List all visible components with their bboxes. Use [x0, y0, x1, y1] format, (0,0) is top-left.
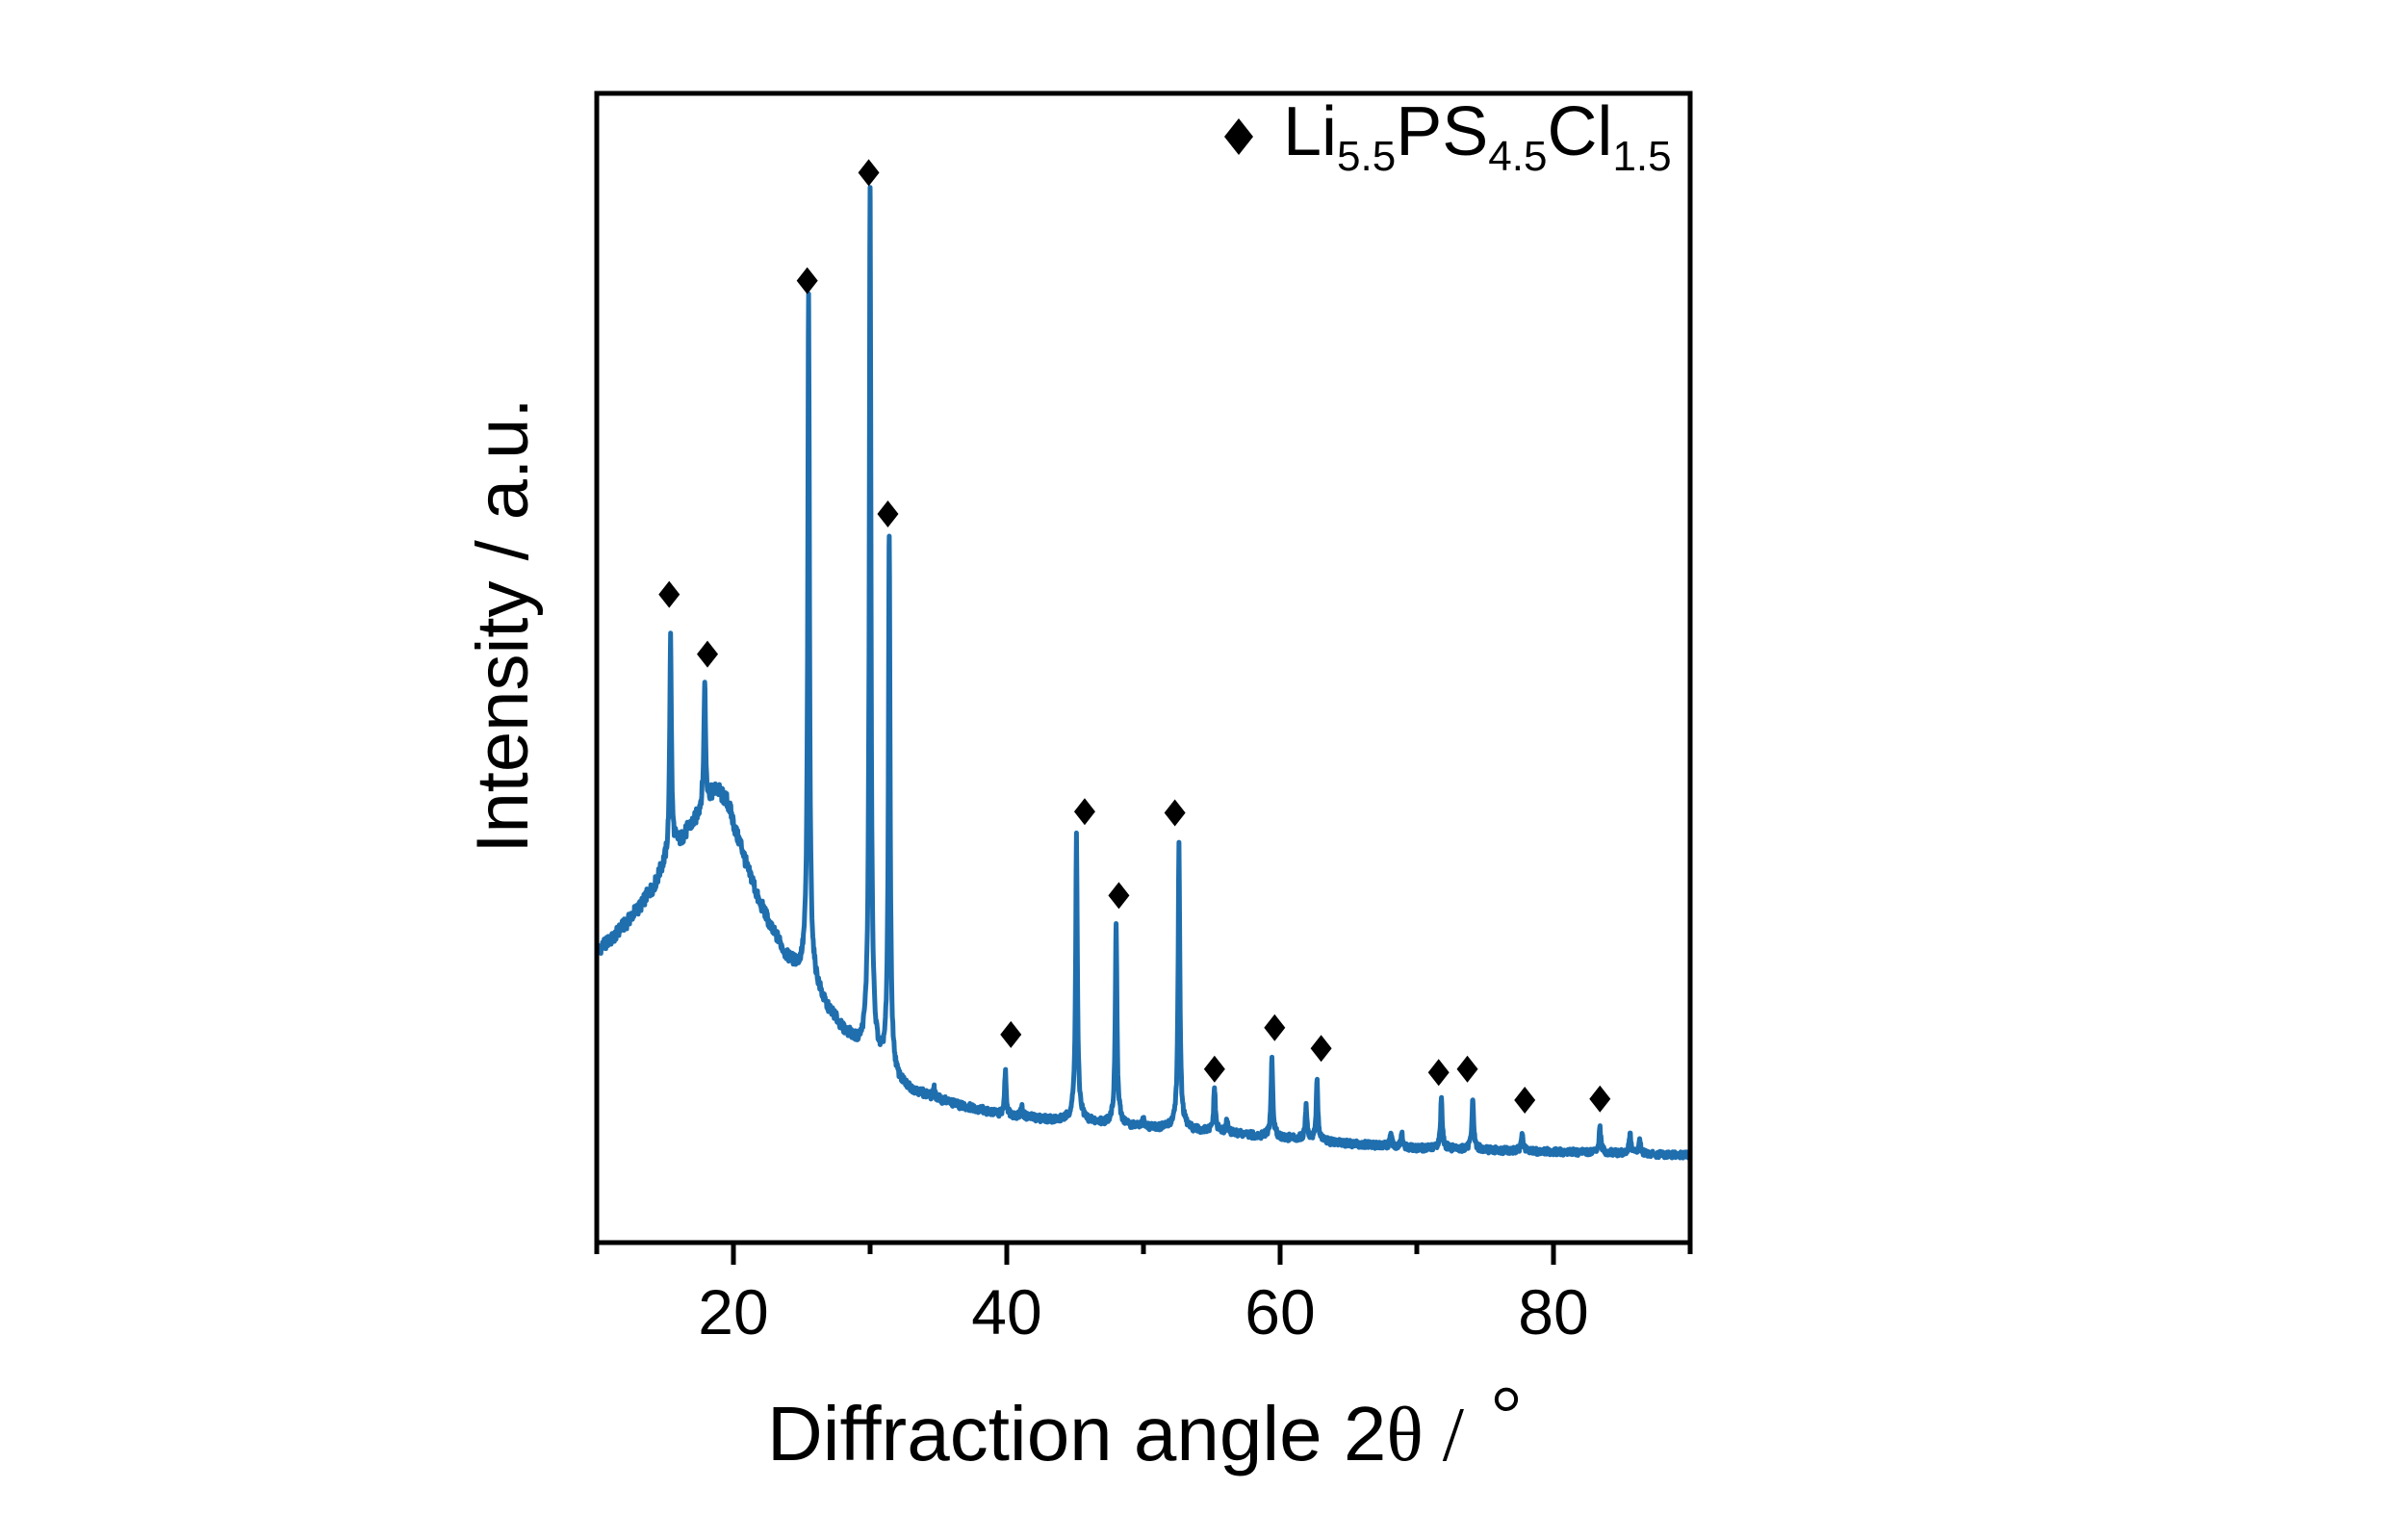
x-axis-unit: ° [1491, 1372, 1522, 1456]
peak-marker-diamond [1589, 1085, 1611, 1113]
legend-formula-element: PS [1396, 93, 1488, 170]
peak-marker-diamond [1310, 1035, 1332, 1063]
legend-label: Li5.5PS4.5Cl1.5 [1283, 93, 1672, 180]
x-tick-label: 80 [1518, 1276, 1588, 1348]
peak-marker-diamond [697, 640, 719, 668]
x-tick-label: 20 [698, 1276, 768, 1348]
peak-marker-diamond [1073, 798, 1095, 826]
legend: Li5.5PS4.5Cl1.5 [1224, 93, 1672, 180]
plot-area [597, 159, 1690, 1161]
peak-marker-diamond [1427, 1059, 1450, 1087]
xrd-pattern-line [597, 185, 1690, 1161]
x-axis: 20 40 60 80 [594, 1243, 1693, 1348]
legend-formula-subscript: 5.5 [1337, 133, 1396, 180]
peak-marker-diamond [1456, 1055, 1478, 1083]
peak-marker-diamond [1164, 799, 1186, 827]
x-tick-label: 40 [971, 1276, 1041, 1348]
legend-formula-subscript: 1.5 [1612, 133, 1671, 180]
peak-marker-diamond [1000, 1020, 1022, 1048]
peak-marker-diamond [1203, 1055, 1225, 1083]
peak-marker-diamond [1108, 882, 1130, 910]
peak-marker-diamond [796, 267, 818, 295]
peak-marker-diamond [1514, 1086, 1536, 1114]
x-tick-label: 60 [1245, 1276, 1315, 1348]
legend-formula-element: Li [1283, 93, 1337, 170]
y-axis-title: Intensity / a.u. [462, 398, 544, 853]
peak-marker-diamond [1264, 1014, 1286, 1041]
x-axis-title: Diffraction angle 2θ / [767, 1391, 1483, 1477]
legend-formula-element: Cl [1547, 93, 1612, 170]
legend-formula-subscript: 4.5 [1488, 133, 1547, 180]
x-axis-separator: / [1424, 1393, 1483, 1477]
peak-marker-diamond [858, 159, 880, 187]
legend-diamond-icon [1224, 118, 1253, 155]
x-axis-theta-symbol: θ [1386, 1393, 1423, 1477]
peak-marker-diamond [877, 500, 899, 528]
peak-marker-diamond [658, 580, 680, 608]
x-axis-title-text: Diffraction angle 2 [767, 1391, 1386, 1476]
